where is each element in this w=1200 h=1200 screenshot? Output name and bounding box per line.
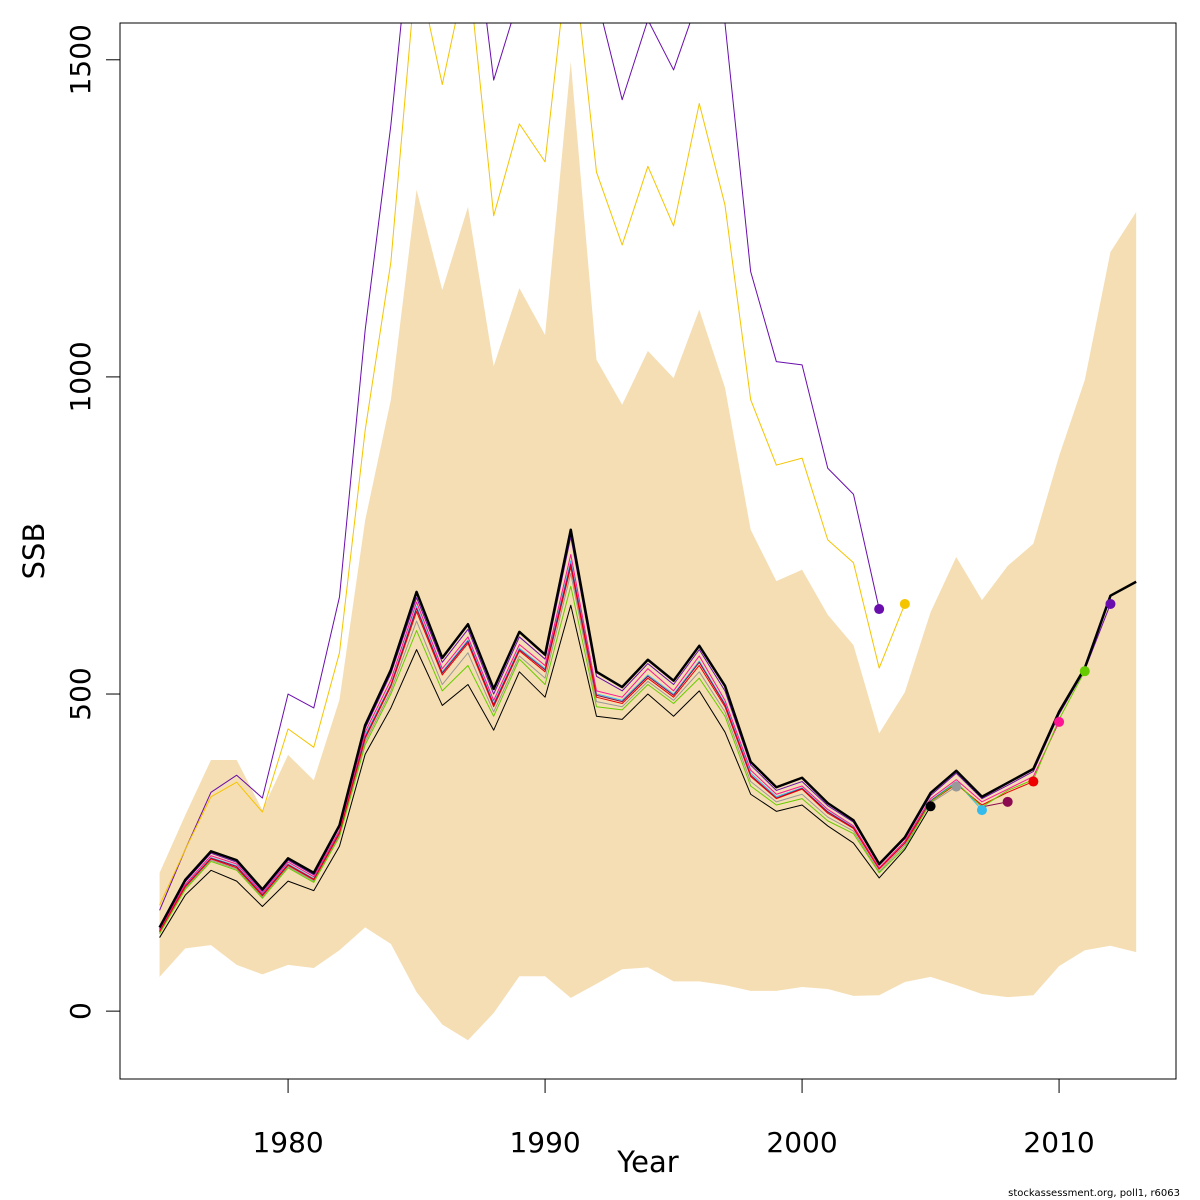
end-point	[1054, 716, 1065, 727]
y-tick-label: 1000	[64, 341, 97, 412]
series-line	[159, 604, 931, 938]
series-line	[159, 23, 906, 906]
x-tick-label: 2010	[1023, 1126, 1094, 1159]
end-point	[1079, 666, 1090, 677]
y-axis-label: SSB	[17, 523, 51, 580]
plot-area	[158, 23, 1137, 1041]
end-point	[874, 604, 885, 615]
series-line	[159, 573, 957, 933]
end-point	[1028, 776, 1039, 787]
x-tick-label: 1990	[509, 1126, 580, 1159]
footer: stockassessment.org, poll1, r6063	[1008, 1188, 1180, 1199]
y-tick-label: 1500	[64, 24, 97, 95]
end-point	[925, 801, 936, 812]
end-point	[899, 598, 910, 609]
series-line	[158, 528, 1137, 929]
x-axis-label: Year	[616, 1145, 678, 1179]
confidence-band	[159, 61, 1137, 1041]
y-tick-label: 0	[64, 1002, 97, 1020]
series-line	[159, 553, 1060, 931]
end-point	[1105, 598, 1116, 609]
series-line	[159, 23, 880, 911]
plot-frame	[119, 22, 1177, 1080]
y-tick-label: 500	[64, 667, 97, 720]
series-line	[159, 566, 1034, 933]
x-tick-label: 2000	[766, 1126, 837, 1159]
x-tick-label: 1980	[252, 1126, 323, 1159]
series-line	[159, 560, 983, 931]
end-point	[1002, 796, 1013, 807]
end-point	[976, 805, 987, 816]
end-point	[951, 781, 962, 792]
